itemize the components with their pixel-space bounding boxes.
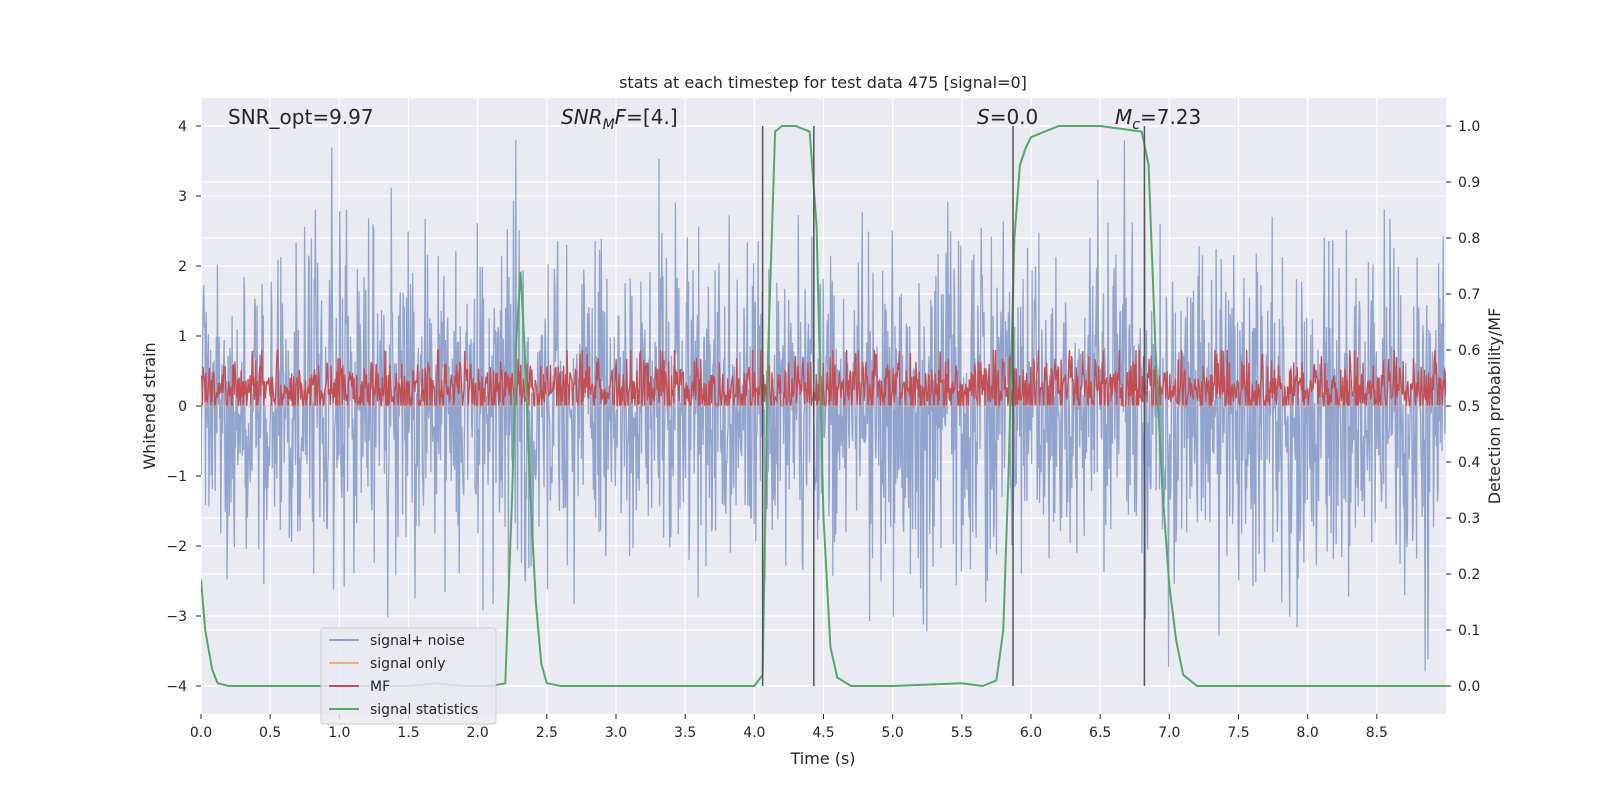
snr-mf-tail: F [615, 105, 627, 129]
legend-label-0: signal+ noise [370, 633, 465, 649]
x-tick-label-2: 1.0 [328, 725, 350, 741]
snr-mf-main: SNR [561, 105, 603, 129]
legend-label-1: signal only [370, 656, 445, 672]
x-tick-label-13: 6.5 [1089, 725, 1111, 741]
chart-title: stats at each timestep for test data 475… [619, 73, 1027, 92]
yr-tick-label-8: 0.8 [1458, 231, 1480, 247]
legend: signal+ noise signal only MF signal statist… [320, 627, 497, 725]
yr-tick-label-6: 0.6 [1458, 343, 1480, 359]
x-tick-label-1: 0.5 [259, 725, 281, 741]
yr-tick-label-5: 0.5 [1458, 399, 1480, 415]
legend-box [320, 627, 497, 725]
yr-tick-label-0: 0.0 [1458, 679, 1480, 695]
y-left-axis-ticks: −4 −3 −2 −1 0 1 2 3 4 [166, 119, 201, 695]
x-axis-label: Time (s) [789, 749, 855, 768]
legend-label-2: MF [370, 679, 390, 695]
snr-mf-sub: M [603, 117, 615, 133]
yl-tick-label-8: 4 [178, 119, 187, 135]
x-tick-label-11: 5.5 [951, 725, 973, 741]
yr-tick-label-4: 0.4 [1458, 455, 1480, 471]
yr-tick-label-3: 0.3 [1458, 511, 1480, 527]
x-tick-label-10: 5.0 [882, 725, 904, 741]
y-right-axis-label: Detection probability/MF [1485, 308, 1504, 505]
yl-tick-label-4: 0 [178, 399, 187, 415]
series-signal-noise-line [201, 139, 1446, 672]
x-tick-label-3: 1.5 [397, 725, 419, 741]
mf-series [201, 349, 1446, 409]
y-right-axis-ticks: 0.0 0.1 0.2 0.3 0.4 0.5 0.6 0.7 0.8 0.9 1.0 [1446, 119, 1480, 695]
annotation-mc: Mc=7.23 [1115, 105, 1201, 133]
signal-noise-series [201, 139, 1446, 672]
yl-tick-label-2: −2 [166, 539, 187, 555]
x-tick-label-5: 2.5 [536, 725, 558, 741]
vertical-markers [761, 126, 1146, 686]
x-tick-label-8: 4.0 [743, 725, 765, 741]
x-tick-label-14: 7.0 [1158, 725, 1180, 741]
mc-sub: c [1132, 117, 1140, 133]
x-tick-label-0: 0.0 [190, 725, 212, 741]
yr-tick-label-7: 0.7 [1458, 287, 1480, 303]
annotation-s: S=0.0 [977, 105, 1038, 129]
x-tick-label-15: 7.5 [1227, 725, 1249, 741]
s-symbol: S [977, 105, 990, 129]
yl-tick-label-6: 2 [178, 259, 187, 275]
yr-tick-label-1: 0.1 [1458, 623, 1480, 639]
x-tick-label-16: 8.0 [1297, 725, 1319, 741]
x-tick-label-12: 6.0 [1020, 725, 1042, 741]
x-tick-label-6: 3.0 [605, 725, 627, 741]
x-axis-ticks: 0.0 0.5 1.0 1.5 2.0 2.5 3.0 3.5 4.0 4.5 5.0 5.5 6.0 6… [190, 714, 1388, 741]
legend-label-3: signal statistics [370, 702, 478, 718]
x-tick-label-7: 3.5 [674, 725, 696, 741]
snr-mf-value: =[4.] [626, 105, 677, 129]
yr-tick-label-2: 0.2 [1458, 567, 1480, 583]
annotation-snr-mf: SNRMF=[4.] [561, 105, 678, 133]
y-left-axis-label: Whitened strain [140, 342, 159, 469]
yr-tick-label-10: 1.0 [1458, 119, 1480, 135]
plot-content [201, 125, 1446, 688]
mc-symbol: M [1115, 105, 1132, 129]
yl-tick-label-1: −3 [166, 609, 187, 625]
yr-tick-label-9: 0.9 [1458, 175, 1480, 191]
x-tick-label-17: 8.5 [1366, 725, 1388, 741]
x-tick-label-4: 2.0 [467, 725, 489, 741]
yl-tick-label-5: 1 [178, 329, 187, 345]
annotation-snr-opt: SNR_opt=9.97 [228, 105, 374, 129]
yl-tick-label-7: 3 [178, 189, 187, 205]
series-mf-line [201, 349, 1446, 409]
mc-value: =7.23 [1140, 105, 1201, 129]
yl-tick-label-0: −4 [166, 679, 187, 695]
s-value: =0.0 [990, 105, 1039, 129]
yl-tick-label-3: −1 [166, 469, 187, 485]
x-tick-label-9: 4.5 [812, 725, 834, 741]
